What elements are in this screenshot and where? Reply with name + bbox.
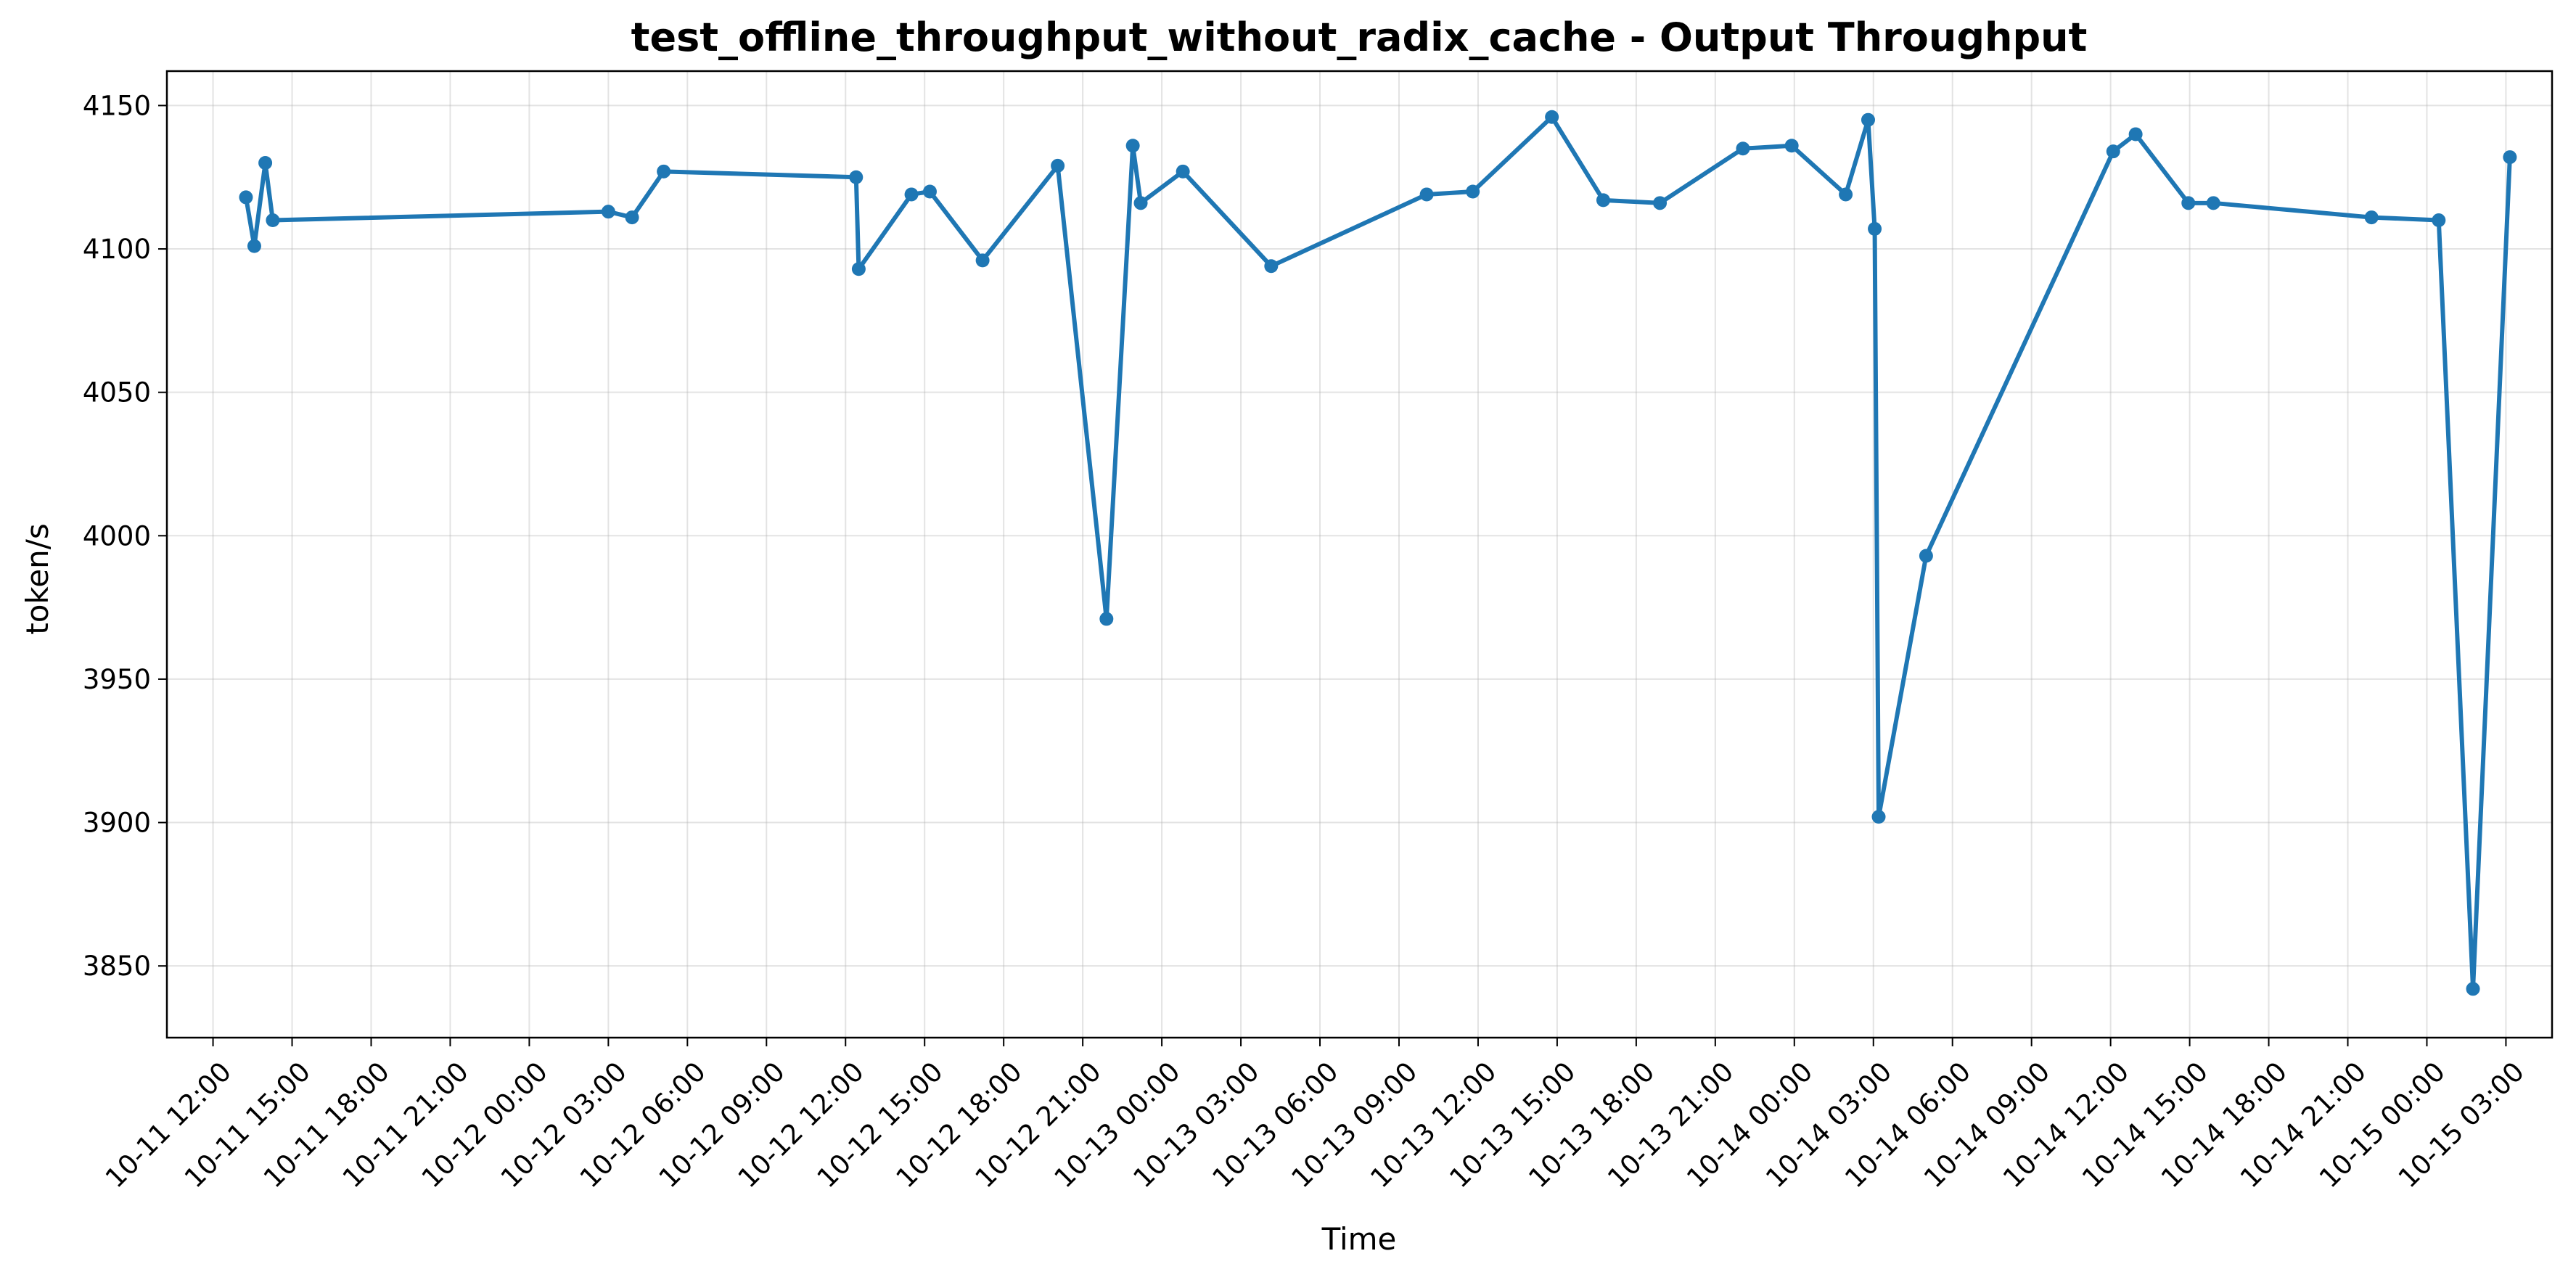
data-point xyxy=(239,190,253,205)
data-point xyxy=(849,170,864,184)
data-point xyxy=(1466,184,1480,199)
y-tick-label: 3900 xyxy=(83,808,151,839)
data-point xyxy=(2181,196,2196,210)
data-point xyxy=(2503,150,2517,165)
y-axis-label: token/s xyxy=(20,523,55,634)
chart-title: test_offline_throughput_without_radix_ca… xyxy=(631,15,2088,60)
data-point xyxy=(247,239,261,253)
data-point xyxy=(1545,110,1559,124)
data-point xyxy=(1653,196,1668,210)
data-point xyxy=(975,253,990,268)
data-point xyxy=(2466,982,2480,996)
plot-frame xyxy=(165,70,2554,1039)
data-point xyxy=(922,184,937,199)
data-point xyxy=(2364,210,2379,225)
y-tick-label: 4050 xyxy=(83,377,151,409)
data-point xyxy=(1736,141,1750,156)
data-point xyxy=(1176,164,1190,179)
y-tick-label: 4000 xyxy=(83,520,151,551)
grid-lines xyxy=(167,71,2552,1038)
data-point xyxy=(1868,221,1882,236)
data-point xyxy=(1051,158,1065,173)
data-point xyxy=(1839,187,1853,202)
data-point xyxy=(1125,139,1140,153)
data-point xyxy=(1871,810,1886,824)
y-tick-label: 4150 xyxy=(83,90,151,121)
data-point xyxy=(851,262,866,276)
y-tick-label: 3950 xyxy=(83,664,151,695)
data-point xyxy=(657,164,671,179)
data-point xyxy=(2106,144,2120,159)
data-point xyxy=(625,210,639,225)
data-point xyxy=(1919,549,1933,563)
data-point xyxy=(266,213,280,228)
data-point xyxy=(2432,213,2446,228)
data-point xyxy=(1133,196,1148,210)
x-axis-label: Time xyxy=(1321,1221,1397,1257)
data-point xyxy=(1264,259,1279,274)
data-point xyxy=(1861,112,1875,127)
y-tick-label: 4100 xyxy=(83,234,151,265)
data-point xyxy=(1784,139,1799,153)
data-point xyxy=(1596,193,1610,208)
data-point xyxy=(2206,196,2220,210)
y-tick-label: 3850 xyxy=(83,951,151,982)
data-point xyxy=(2128,127,2143,141)
data-point xyxy=(601,205,615,219)
data-point xyxy=(1099,612,1114,626)
data-point xyxy=(1419,187,1434,202)
data-point xyxy=(258,155,273,170)
data-point xyxy=(904,187,919,202)
series-layer xyxy=(239,110,2517,996)
